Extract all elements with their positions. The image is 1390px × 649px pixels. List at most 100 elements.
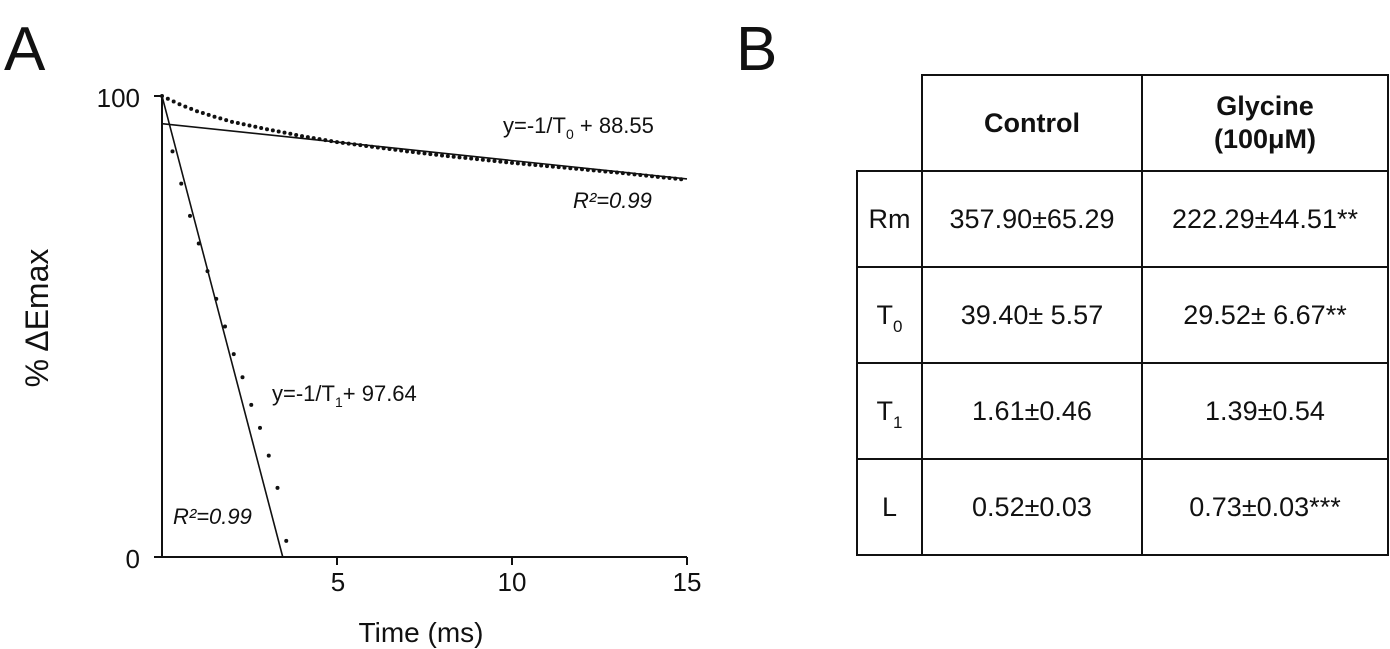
cell-glycine: 222.29±44.51** (1141, 170, 1389, 268)
data-point (276, 129, 281, 134)
data-point (410, 150, 415, 155)
data-point (258, 425, 262, 430)
data-point (230, 119, 234, 124)
table-header-row: Control Glycine (100μM) (857, 74, 1389, 172)
row-label-text: Rm (868, 203, 911, 234)
x-tick-label-5: 5 (331, 567, 345, 597)
data-point (253, 124, 258, 129)
data-point (440, 153, 444, 158)
header-control: Control (921, 74, 1143, 172)
data-point (224, 118, 229, 123)
data-point (492, 159, 497, 164)
row-label-subscript: 0 (893, 316, 903, 336)
data-point (457, 155, 462, 160)
fit0-equation: y=-1/T0 + 88.55 (503, 113, 654, 142)
data-point (475, 157, 479, 162)
row-label-text: L (881, 491, 898, 522)
data-point (451, 154, 456, 159)
data-point (539, 163, 544, 168)
x-ticks (336, 557, 688, 565)
data-point (300, 134, 304, 139)
cell-control: 39.40± 5.57 (921, 266, 1143, 364)
header-glycine-line2: (100μM) (1213, 124, 1317, 154)
data-point (463, 155, 468, 160)
data-point (504, 160, 509, 165)
fit1-equation: y=-1/T1+ 97.64 (272, 381, 417, 410)
data-point (170, 149, 175, 154)
table-row: Rm 357.90±65.29 222.29±44.51** (856, 170, 1389, 268)
row-label-rm: Rm (856, 170, 923, 268)
row-label-text: T (876, 395, 894, 426)
data-point (469, 156, 474, 161)
data-point (183, 104, 188, 109)
y-ticks (154, 95, 162, 558)
data-point (247, 123, 252, 128)
y-axis-label: % ΔEmax (19, 249, 55, 388)
data-point (282, 130, 287, 135)
table-row: T1 1.61±0.46 1.39±0.54 (856, 362, 1389, 460)
x-tick-label-10: 10 (498, 567, 527, 597)
table-row: L 0.52±0.03 0.73±0.03*** (856, 458, 1389, 556)
data-point (235, 121, 240, 126)
fit0-eq-sub: 0 (566, 126, 574, 142)
data-point (171, 99, 176, 104)
row-label-t1: T1 (856, 362, 923, 460)
data-point (480, 157, 485, 162)
data-point (422, 151, 427, 156)
data-point (486, 158, 491, 163)
cell-glycine: 1.39±0.54 (1141, 362, 1389, 460)
data-point (305, 135, 310, 140)
data-point (179, 181, 184, 186)
row-label-l: L (856, 458, 923, 556)
chart-marks (160, 94, 688, 558)
data-point (177, 102, 182, 107)
row-label-t0: T0 (856, 266, 923, 364)
header-glycine: Glycine (100μM) (1141, 74, 1389, 172)
table-corner-cell (857, 75, 923, 172)
data-point (270, 128, 275, 133)
cell-glycine: 29.52± 6.67** (1141, 266, 1389, 364)
y-tick-label-100: 100 (97, 83, 140, 113)
data-point (195, 109, 199, 114)
cell-control: 0.52±0.03 (921, 458, 1143, 556)
x-tick-label-15: 15 (673, 567, 702, 597)
fit1-eq-sub: 1 (335, 394, 343, 410)
data-point (249, 402, 254, 407)
panel-a-label: A (4, 15, 46, 84)
data-point (200, 111, 205, 116)
fit-line-3 (161, 95, 284, 558)
cell-control: 1.61±0.46 (921, 362, 1143, 460)
data-point (231, 352, 236, 357)
data-point (188, 213, 192, 218)
fit1-r2: R²=0.99 (173, 504, 252, 529)
cell-control: 357.90±65.29 (921, 170, 1143, 268)
data-point (241, 122, 246, 127)
data-point (288, 131, 293, 136)
data-point (521, 161, 526, 166)
data-point (515, 161, 520, 166)
header-glycine-line1: Glycine (1216, 91, 1314, 121)
fit0-eq-prefix: y=-1/T (503, 113, 566, 138)
x-axis-label: Time (ms) (359, 617, 484, 648)
data-point (533, 162, 538, 167)
data-point (218, 116, 223, 121)
fit0-r2: R²=0.99 (573, 188, 652, 213)
data-point (206, 112, 211, 117)
fit1-eq-prefix: y=-1/T (272, 381, 335, 406)
data-point (275, 485, 280, 490)
panel-b-label: B (736, 15, 777, 84)
data-point (189, 106, 194, 111)
data-point (294, 132, 299, 137)
data-point (165, 96, 170, 101)
data-point (284, 538, 289, 543)
fit0-eq-suffix: + 88.55 (574, 113, 654, 138)
data-point (434, 152, 439, 157)
data-point (223, 324, 227, 329)
data-point (445, 154, 450, 159)
parameter-table-panel: Control Glycine (100μM) Rm 357.90±65.29 … (856, 74, 1389, 556)
data-point (527, 162, 532, 167)
data-point (265, 127, 269, 132)
data-point (510, 160, 514, 165)
row-label-text: T (876, 299, 894, 330)
